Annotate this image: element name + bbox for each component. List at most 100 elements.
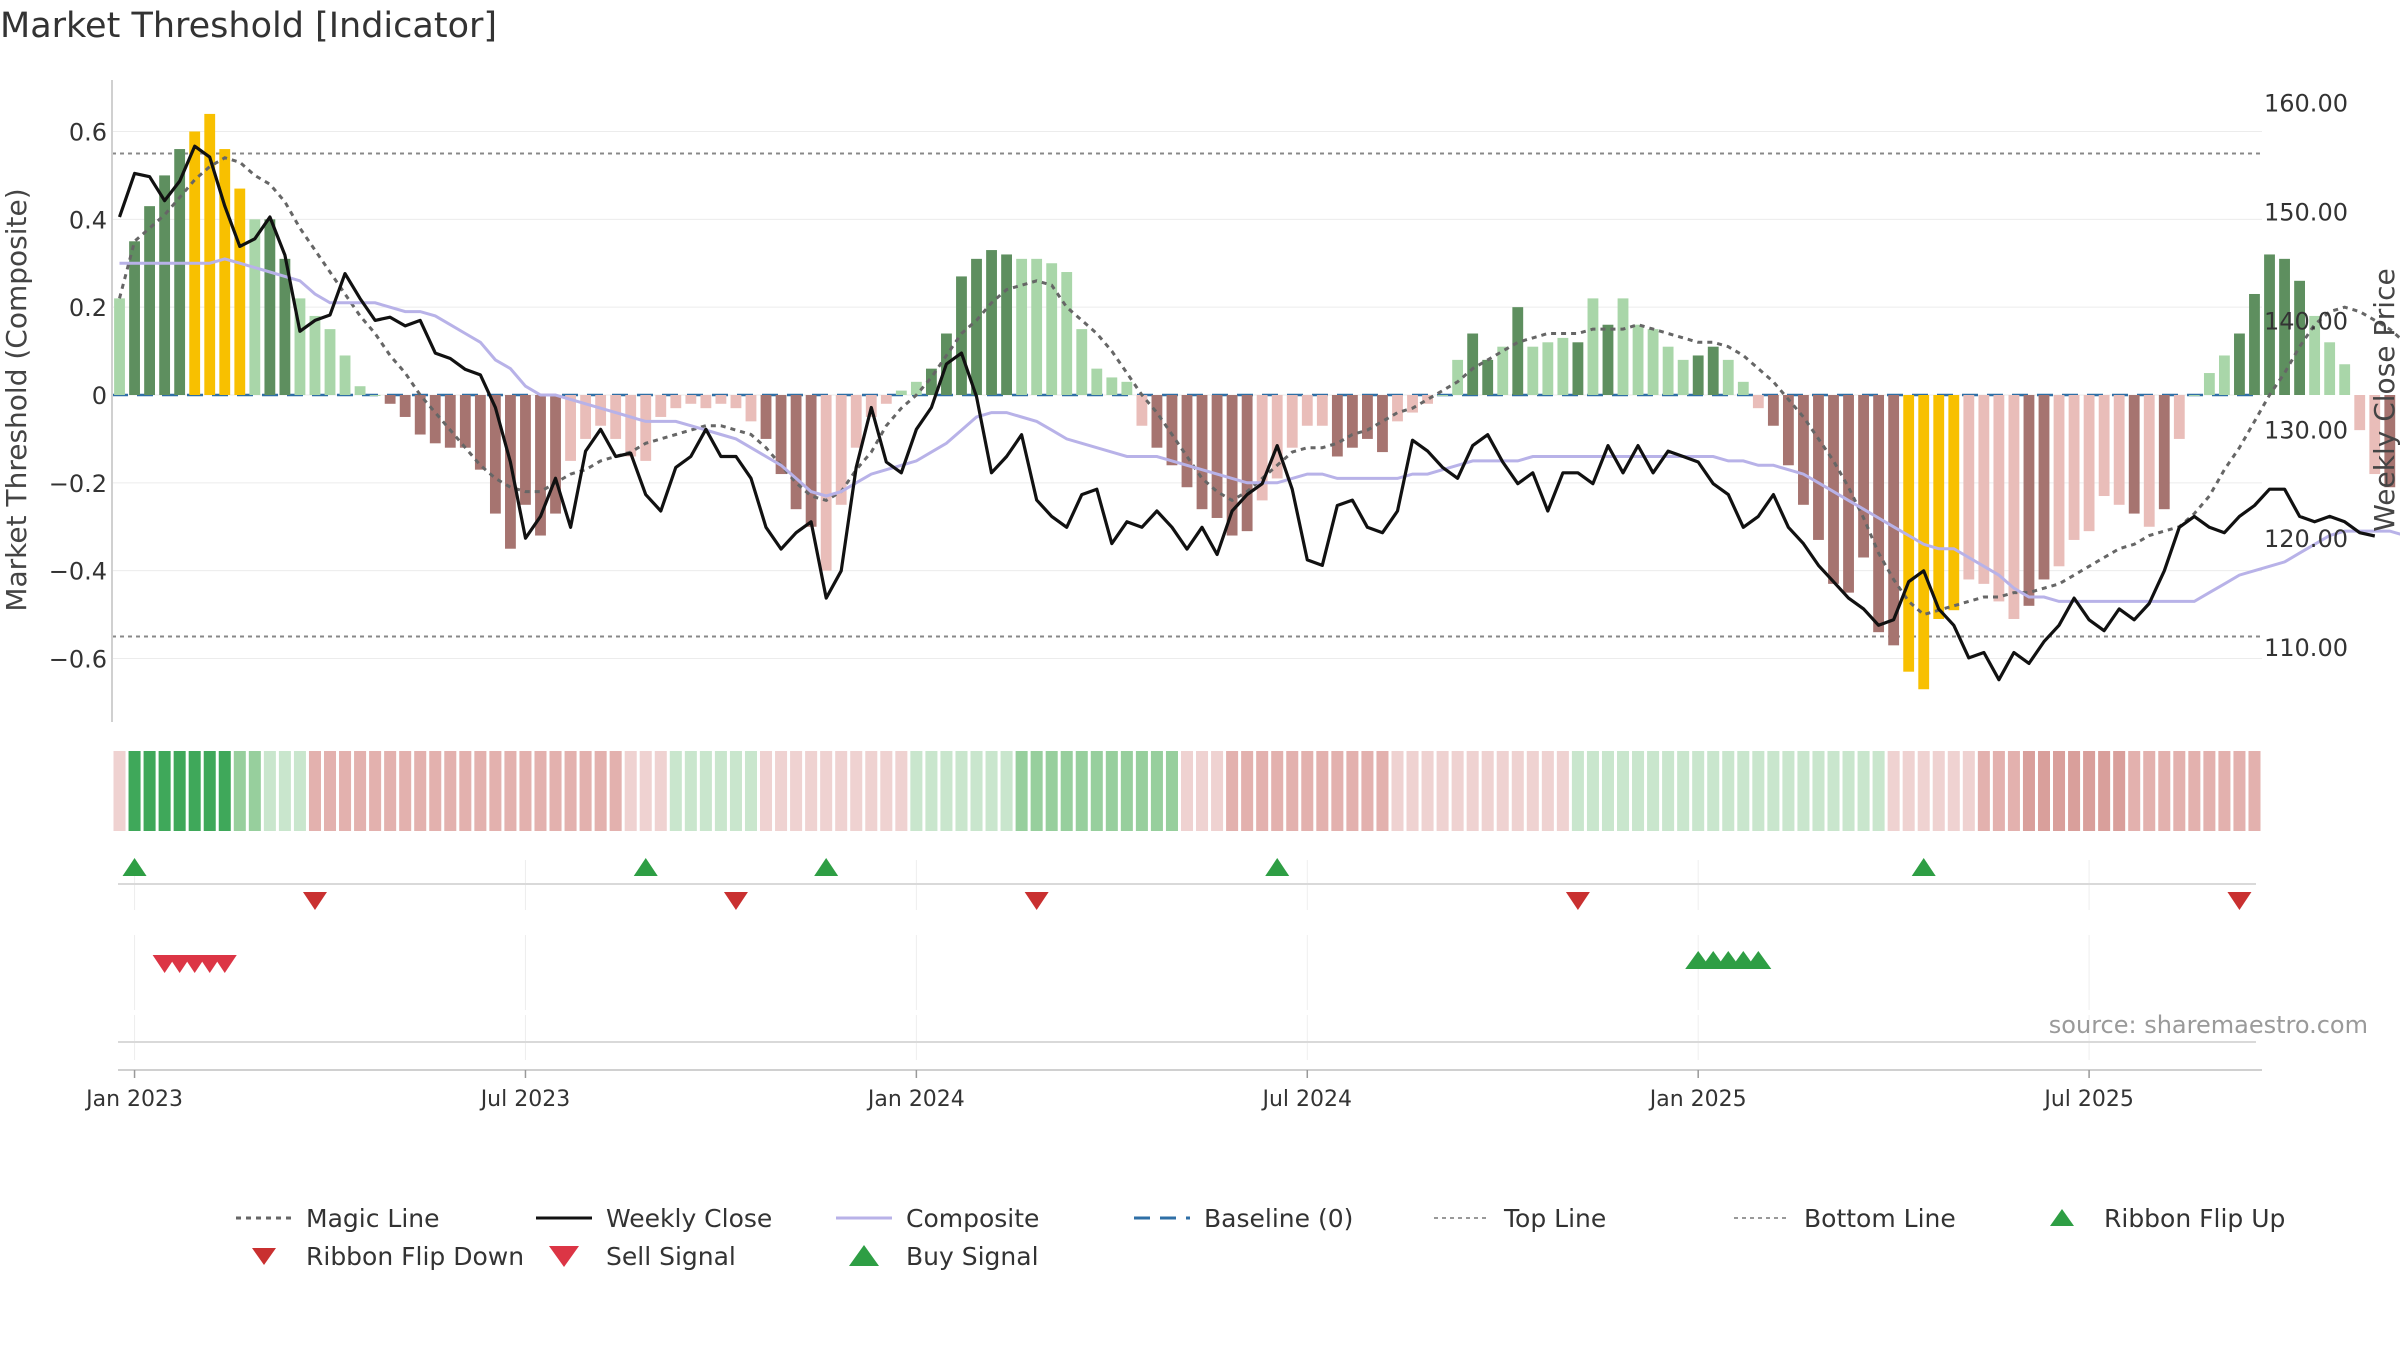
composite-bar bbox=[820, 395, 832, 571]
buy-signal-marker bbox=[122, 858, 147, 876]
sell-signal-marker bbox=[723, 892, 748, 910]
composite-bar bbox=[444, 395, 456, 448]
composite-bar bbox=[2083, 395, 2095, 532]
composite-bar bbox=[1587, 298, 1599, 395]
ribbon-cell bbox=[549, 751, 562, 831]
composite-bar bbox=[910, 381, 922, 395]
composite-bar bbox=[1046, 263, 1058, 395]
composite-bar bbox=[1482, 359, 1494, 395]
composite-bar bbox=[2324, 342, 2336, 395]
composite-bar bbox=[610, 395, 622, 439]
ribbon-cell bbox=[233, 751, 246, 831]
sell-signal-marker bbox=[1565, 892, 1590, 910]
ribbon-cell bbox=[669, 751, 682, 831]
ribbon-cell bbox=[1211, 751, 1224, 831]
composite-bar bbox=[745, 395, 757, 422]
legend-label: Weekly Close bbox=[606, 1204, 772, 1233]
composite-bar bbox=[1226, 395, 1238, 536]
composite-bar bbox=[1858, 395, 1869, 558]
legend-label: Ribbon Flip Up bbox=[2104, 1204, 2285, 1233]
ribbon-cell bbox=[850, 751, 863, 831]
sell-signal-marker bbox=[2227, 892, 2252, 910]
legend-label: Buy Signal bbox=[906, 1242, 1039, 1271]
ribbon-cell bbox=[248, 751, 261, 831]
legend-label: Bottom Line bbox=[1804, 1204, 1956, 1233]
composite-bar bbox=[1151, 395, 1163, 448]
ribbon-cell bbox=[1241, 751, 1254, 831]
composite-line bbox=[119, 257, 2400, 603]
composite-bar bbox=[399, 395, 411, 417]
composite-bar bbox=[204, 113, 216, 396]
composite-bar bbox=[1271, 395, 1283, 479]
composite-bar bbox=[2249, 293, 2260, 395]
ribbon-cell bbox=[1436, 751, 1449, 831]
buy-signal-marker bbox=[1911, 858, 1936, 876]
ribbon-cell bbox=[1361, 751, 1374, 831]
ribbon-cell bbox=[2143, 751, 2156, 831]
x-tick-label: Jul 2025 bbox=[2042, 1087, 2134, 1112]
x-tick-label: Jan 2023 bbox=[84, 1087, 183, 1112]
ribbon-cell bbox=[489, 751, 502, 831]
ribbon-cell bbox=[459, 751, 472, 831]
ribbon-cell bbox=[1857, 751, 1870, 831]
ribbon-cell bbox=[1677, 751, 1690, 831]
composite-bar bbox=[655, 395, 667, 417]
composite-bar bbox=[2098, 395, 2110, 497]
ribbon-cell bbox=[2218, 751, 2231, 831]
composite-bar bbox=[1437, 395, 1449, 396]
ribbon-cell bbox=[1556, 751, 1569, 831]
ribbon-cell bbox=[1917, 751, 1930, 831]
left-tick-label: −0.2 bbox=[49, 470, 107, 498]
right-tick-label: 130.00 bbox=[2264, 416, 2348, 444]
ribbon-flip-down-marker bbox=[152, 955, 177, 973]
ribbon-cell bbox=[1767, 751, 1780, 831]
ribbon-cell bbox=[910, 751, 923, 831]
ribbon-cell bbox=[1947, 751, 1960, 831]
ribbon-flip-up-marker bbox=[1745, 951, 1772, 969]
ribbon-cell bbox=[1797, 751, 1810, 831]
ribbon-cell bbox=[2248, 751, 2261, 831]
ribbon-cell bbox=[293, 751, 306, 831]
ribbon-cell bbox=[143, 751, 156, 831]
composite-bar bbox=[1331, 395, 1343, 457]
composite-bar bbox=[1888, 395, 1900, 646]
left-tick-label: 0.6 bbox=[69, 118, 107, 146]
ribbon-cell bbox=[1541, 751, 1554, 831]
ribbon-cell bbox=[188, 751, 201, 831]
ribbon-cell bbox=[113, 751, 126, 831]
legend-label: Composite bbox=[906, 1204, 1039, 1233]
ribbon-cell bbox=[2158, 751, 2171, 831]
magic-line bbox=[118, 156, 2400, 617]
composite-bar bbox=[760, 395, 772, 439]
composite-bar bbox=[2053, 395, 2065, 567]
series-lines bbox=[117, 144, 2400, 682]
composite-bar bbox=[234, 188, 246, 395]
ribbon-cell bbox=[1196, 751, 1209, 831]
ribbon-cell bbox=[805, 751, 818, 831]
ribbon-cell bbox=[729, 751, 742, 831]
ribbon-cell bbox=[369, 751, 382, 831]
source-label: source: sharemaestro.com bbox=[2049, 1011, 2368, 1039]
composite-bar bbox=[1677, 359, 1689, 395]
ribbon-cell bbox=[1962, 751, 1975, 831]
composite-bar bbox=[1016, 258, 1028, 395]
ribbon-cell bbox=[1451, 751, 1464, 831]
composite-bar bbox=[2113, 395, 2125, 505]
composite-bar bbox=[2023, 395, 2035, 606]
composite-bar bbox=[1813, 395, 1824, 540]
composite-bar bbox=[249, 219, 261, 395]
ribbon-cell bbox=[1015, 751, 1028, 831]
composite-bar bbox=[1933, 395, 1945, 619]
composite-bar bbox=[324, 329, 336, 395]
ribbon-cell bbox=[1105, 751, 1118, 831]
composite-bar bbox=[1106, 377, 1118, 395]
ribbon-cell bbox=[1346, 751, 1359, 831]
composite-bar bbox=[354, 386, 366, 395]
composite-bar bbox=[2173, 395, 2185, 439]
ribbon-cell bbox=[1135, 751, 1148, 831]
composite-bar bbox=[1782, 395, 1794, 466]
composite-bar bbox=[1647, 329, 1659, 395]
composite-bar bbox=[1993, 395, 2005, 602]
composite-bar bbox=[1557, 337, 1569, 395]
ribbon-flip-down-marker bbox=[212, 955, 237, 973]
